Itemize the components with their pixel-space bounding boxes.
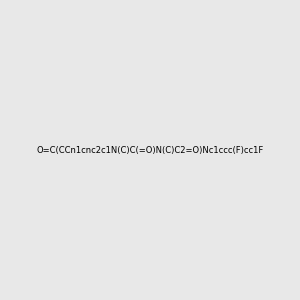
Text: O=C(CCn1cnc2c1N(C)C(=O)N(C)C2=O)Nc1ccc(F)cc1F: O=C(CCn1cnc2c1N(C)C(=O)N(C)C2=O)Nc1ccc(F… xyxy=(36,146,264,154)
